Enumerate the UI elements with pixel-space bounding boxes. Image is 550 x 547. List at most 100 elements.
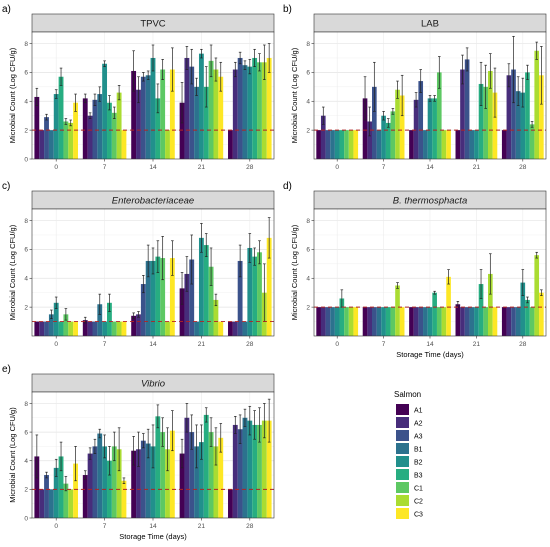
y-tick-label: 2 [306, 127, 310, 134]
x-tick-label: 14 [149, 341, 157, 348]
bar [203, 245, 209, 336]
bar [427, 98, 433, 159]
x-tick-label: 14 [149, 523, 157, 530]
bar [334, 307, 340, 336]
bar [140, 440, 146, 518]
x-tick-label: 14 [149, 164, 157, 171]
bar [53, 94, 59, 159]
bar [385, 122, 391, 159]
bar [247, 66, 253, 159]
bar [529, 124, 535, 159]
bar [385, 307, 391, 336]
bar [266, 57, 272, 159]
bar [121, 321, 127, 336]
bar [506, 75, 512, 159]
bar [189, 432, 195, 518]
bar [213, 446, 219, 518]
bar [534, 50, 540, 159]
x-axis-label: Storage Time (days) [396, 350, 464, 359]
x-tick-label: 0 [54, 164, 58, 171]
y-tick-label: 2 [24, 127, 28, 134]
bar [63, 483, 69, 518]
bar [525, 299, 530, 336]
bar [39, 130, 45, 159]
bar [44, 475, 49, 518]
bar [261, 420, 267, 518]
bar [339, 130, 345, 159]
x-tick-label: 14 [426, 341, 434, 348]
bar [155, 98, 161, 159]
bar [44, 321, 49, 336]
bar [68, 122, 74, 159]
bar [381, 115, 386, 159]
bar [48, 489, 54, 518]
bar [82, 475, 88, 518]
bar [145, 443, 151, 518]
bar [529, 307, 535, 336]
bar [316, 307, 321, 336]
bar [492, 92, 498, 159]
bar [208, 266, 214, 336]
panel-title: B. thermosphacta [393, 196, 467, 207]
bar [218, 76, 224, 159]
bar [87, 321, 93, 336]
bar [136, 449, 141, 518]
bar [198, 53, 204, 159]
bar [413, 307, 419, 336]
y-tick-label: 8 [306, 41, 310, 48]
bar [34, 456, 40, 518]
bar [194, 446, 199, 518]
bar [111, 112, 117, 159]
legend-label: B3 [414, 473, 423, 480]
bar [44, 117, 49, 159]
bar [436, 72, 442, 159]
bar [179, 453, 185, 518]
bar [325, 307, 331, 336]
panel-c: c) Enterobacteriaceae 0 7 14 21 28 2 4 6 8 Microbia… [2, 181, 275, 348]
bar [423, 130, 428, 159]
bar [539, 75, 544, 159]
bar [165, 449, 170, 518]
panel-label: c) [2, 181, 10, 192]
bar [140, 284, 146, 336]
bar [460, 307, 465, 336]
bar [111, 446, 117, 518]
x-tick-label: 7 [382, 341, 386, 348]
bar [184, 57, 190, 159]
x-tick-label: 21 [473, 164, 481, 171]
legend-swatch [396, 495, 409, 506]
bar [334, 130, 340, 159]
bar [344, 130, 349, 159]
legend-swatch [396, 482, 409, 493]
y-tick-label: 4 [306, 276, 310, 283]
legend-label: C2 [414, 499, 423, 506]
y-tick-label: 2 [24, 304, 28, 311]
bar [58, 321, 64, 336]
bar [488, 273, 493, 336]
bar [169, 258, 175, 336]
bar [136, 89, 141, 159]
bar [165, 321, 170, 336]
bar [213, 69, 219, 159]
bar [242, 65, 248, 159]
bar [464, 59, 470, 159]
x-tick-label: 21 [198, 341, 206, 348]
bar [511, 307, 516, 336]
bar [441, 130, 447, 159]
bar [520, 282, 526, 336]
x-tick-label: 21 [198, 523, 206, 530]
x-tick-label: 7 [382, 164, 386, 171]
y-tick-label: 4 [24, 458, 28, 465]
bar [409, 130, 414, 159]
bar [73, 102, 78, 159]
bar [213, 299, 219, 336]
bar [330, 130, 335, 159]
legend-label: B2 [414, 460, 423, 467]
panel-title: TPVC [140, 19, 165, 30]
panel-border [31, 31, 275, 160]
bar [446, 276, 451, 336]
bar [228, 489, 233, 518]
y-axis-label: Microbial Count (Log CFU/g) [8, 47, 17, 143]
x-tick-label: 7 [103, 164, 107, 171]
bar [48, 314, 54, 336]
